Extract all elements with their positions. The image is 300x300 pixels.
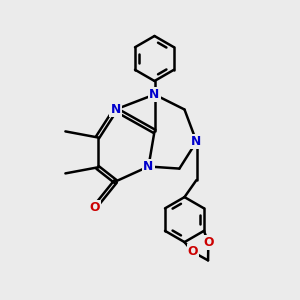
Text: N: N [110, 103, 121, 116]
Text: O: O [89, 201, 100, 214]
Text: N: N [149, 88, 160, 101]
Text: O: O [188, 245, 198, 258]
Text: O: O [203, 236, 214, 249]
Text: N: N [191, 135, 202, 148]
Text: N: N [143, 160, 154, 173]
